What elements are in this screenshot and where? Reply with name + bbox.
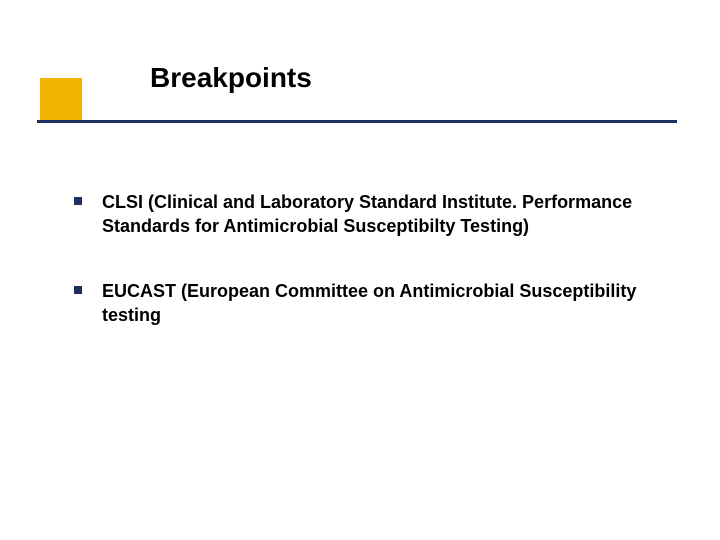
list-item: CLSI (Clinical and Laboratory Standard I… xyxy=(74,190,664,239)
square-bullet-icon xyxy=(74,286,82,294)
accent-square xyxy=(40,78,82,120)
square-bullet-icon xyxy=(74,197,82,205)
bullet-text: CLSI (Clinical and Laboratory Standard I… xyxy=(102,190,664,239)
list-item: EUCAST (European Committee on Antimicrob… xyxy=(74,279,664,328)
bullet-list: CLSI (Clinical and Laboratory Standard I… xyxy=(74,190,664,367)
bullet-text: EUCAST (European Committee on Antimicrob… xyxy=(102,279,664,328)
title-divider xyxy=(37,120,677,123)
slide-title: Breakpoints xyxy=(150,62,312,94)
slide: Breakpoints CLSI (Clinical and Laborator… xyxy=(0,0,720,540)
